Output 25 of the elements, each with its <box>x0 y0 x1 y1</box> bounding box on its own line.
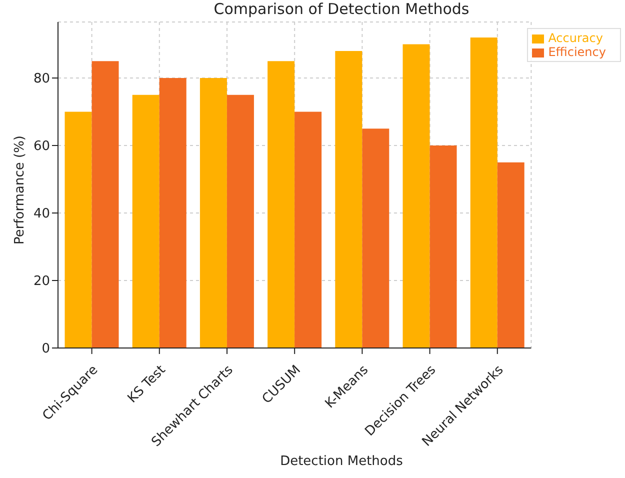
bar <box>92 61 119 348</box>
x-axis-title: Detection Methods <box>279 454 404 469</box>
bar <box>430 146 457 348</box>
bar <box>200 78 227 348</box>
y-tick-label: 20 <box>33 274 50 290</box>
bar <box>226 94 254 348</box>
bar <box>335 51 362 348</box>
y-tick-label: 40 <box>33 206 50 222</box>
bar <box>470 38 498 348</box>
chart-title: Comparison of Detection Methods <box>212 0 470 18</box>
bar <box>497 162 524 348</box>
bar <box>64 112 92 348</box>
y-tick-label: 80 <box>33 72 50 87</box>
bar <box>132 94 160 348</box>
y-tick-label: 60 <box>33 139 50 154</box>
legend-label: Accuracy <box>548 31 603 45</box>
bar <box>402 44 430 348</box>
bar <box>268 61 295 348</box>
y-tick-label: 0 <box>42 342 50 357</box>
bar <box>159 78 186 348</box>
y-axis-title: Performance (%) <box>12 135 28 245</box>
legend-label: Efficiency <box>548 45 606 59</box>
bar <box>362 128 390 348</box>
x-tick-label: KS Test <box>125 362 169 406</box>
bar <box>294 112 322 348</box>
